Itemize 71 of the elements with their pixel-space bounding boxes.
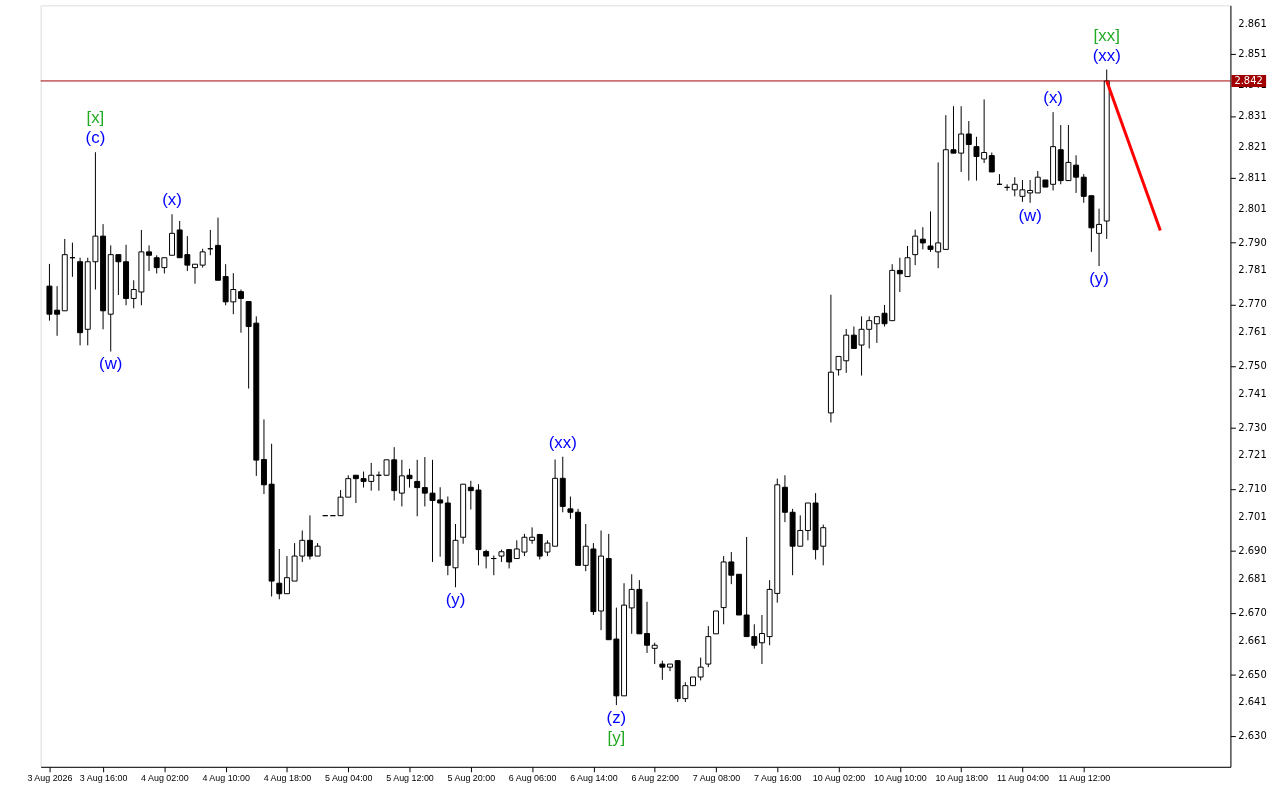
candlestick bbox=[238, 289, 244, 334]
candlestick bbox=[988, 152, 995, 173]
y-tick-label: 2.761 bbox=[1238, 326, 1267, 338]
x-tick-label: 3 Aug 2026 bbox=[27, 773, 73, 784]
annotation: [xx] bbox=[1093, 25, 1120, 45]
x-tick-label: 5 Aug 04:00 bbox=[324, 773, 373, 784]
y-tick-label: 2.861 bbox=[1238, 17, 1267, 29]
x-tick-label: 11 Aug 12:00 bbox=[1058, 773, 1111, 784]
candlestick bbox=[199, 248, 206, 269]
x-tick-label: 11 Aug 04:00 bbox=[997, 773, 1049, 784]
x-tick-label: 6 Aug 14:00 bbox=[570, 773, 618, 784]
y-tick-label: 2.690 bbox=[1238, 545, 1267, 557]
candlestick bbox=[276, 548, 283, 600]
candlestick bbox=[912, 229, 919, 266]
y-tick-label: 2.750 bbox=[1238, 360, 1267, 371]
candlestick bbox=[169, 213, 175, 256]
y-tick-label: 2.681 bbox=[1238, 572, 1267, 584]
x-tick-label: 5 Aug 20:00 bbox=[447, 773, 496, 784]
y-tick-label: 2.741 bbox=[1238, 387, 1267, 399]
candlestick bbox=[414, 459, 421, 517]
y-tick-label: 2.630 bbox=[1238, 730, 1267, 742]
y-tick-label: 2.851 bbox=[1238, 48, 1267, 60]
annotation: (z) bbox=[606, 707, 627, 727]
x-tick-label: 6 Aug 06:00 bbox=[508, 773, 557, 784]
y-tick-label: 2.670 bbox=[1238, 606, 1267, 618]
y-tick-label: 2.710 bbox=[1238, 483, 1267, 495]
annotation: (w) bbox=[99, 354, 123, 374]
x-tick-label: 4 Aug 18:00 bbox=[263, 773, 312, 784]
candlestick bbox=[713, 610, 719, 635]
annotation: (x) bbox=[162, 190, 182, 210]
candlestick bbox=[651, 642, 658, 665]
y-tick-label: 2.661 bbox=[1238, 634, 1267, 646]
x-tick-label: 10 Aug 18:00 bbox=[935, 773, 988, 784]
x-tick-label: 6 Aug 22:00 bbox=[631, 773, 680, 784]
y-tick-label: 2.801 bbox=[1238, 202, 1267, 214]
annotation: (y) bbox=[1089, 268, 1109, 288]
candlestick bbox=[697, 657, 704, 681]
y-tick-label: 2.721 bbox=[1238, 449, 1267, 461]
x-tick-label: 3 Aug 16:00 bbox=[79, 773, 128, 784]
annotation: (w) bbox=[1018, 205, 1042, 225]
x-tick-label: 10 Aug 02:00 bbox=[812, 773, 866, 784]
annotation: (xx) bbox=[1092, 45, 1121, 65]
annotation: [x] bbox=[86, 108, 105, 128]
x-tick-label: 7 Aug 08:00 bbox=[692, 773, 741, 784]
y-tick-label: 2.641 bbox=[1238, 696, 1267, 708]
candlestick bbox=[192, 263, 198, 285]
annotation: (x) bbox=[1043, 88, 1063, 108]
candlestick bbox=[659, 660, 666, 681]
candlestick bbox=[965, 120, 972, 182]
candlestick bbox=[644, 601, 651, 654]
y-tick-label: 2.650 bbox=[1238, 668, 1267, 680]
annotation: (c) bbox=[85, 128, 106, 148]
y-tick-label: 2.790 bbox=[1238, 236, 1267, 248]
annotation: (xx) bbox=[548, 432, 577, 452]
y-tick-label: 2.831 bbox=[1238, 110, 1267, 122]
annotation: (y) bbox=[445, 590, 466, 610]
x-tick-label: 4 Aug 10:00 bbox=[202, 773, 250, 784]
candlestick bbox=[919, 226, 926, 250]
y-tick-label: 2.770 bbox=[1238, 298, 1267, 310]
ref-line-label: 2.842 bbox=[1234, 74, 1263, 86]
x-tick-label: 4 Aug 02:00 bbox=[141, 773, 189, 784]
y-tick-label: 2.811 bbox=[1238, 171, 1267, 183]
x-tick-label: 5 Aug 12:00 bbox=[386, 773, 434, 784]
annotation: [y] bbox=[607, 727, 626, 747]
y-tick-label: 2.701 bbox=[1238, 511, 1267, 523]
y-tick-label: 2.821 bbox=[1238, 140, 1267, 152]
y-tick-label: 2.781 bbox=[1238, 264, 1267, 276]
x-tick-label: 10 Aug 10:00 bbox=[874, 773, 927, 784]
y-tick-label: 2.730 bbox=[1238, 421, 1267, 433]
x-tick-label: 7 Aug 16:00 bbox=[754, 773, 802, 784]
candlestick bbox=[483, 549, 490, 569]
